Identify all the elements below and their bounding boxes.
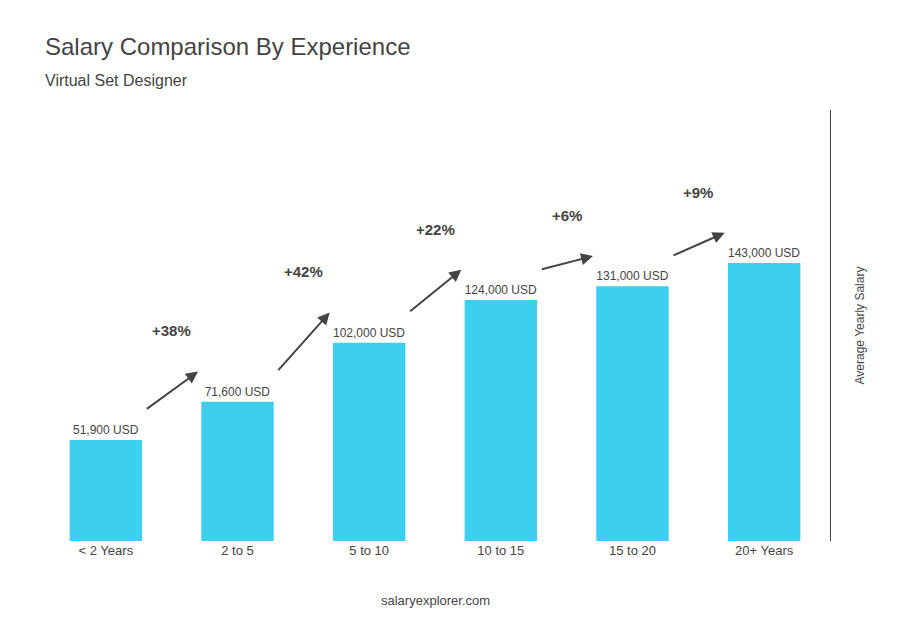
svg-text:+6%: +6%	[552, 207, 582, 224]
svg-text:20+ Years: 20+ Years	[735, 543, 794, 558]
svg-text:15 to 20: 15 to 20	[609, 543, 656, 558]
svg-text:51,900 USD: 51,900 USD	[73, 423, 139, 437]
svg-text:5 to 10: 5 to 10	[349, 543, 389, 558]
svg-text:10 to 15: 10 to 15	[477, 543, 524, 558]
svg-text:Virtual Set Designer: Virtual Set Designer	[45, 72, 188, 89]
svg-text:143,000 USD: 143,000 USD	[728, 246, 800, 260]
svg-text:2 to 5: 2 to 5	[221, 543, 254, 558]
svg-text:124,000 USD: 124,000 USD	[465, 283, 537, 297]
svg-text:71,600 USD: 71,600 USD	[205, 385, 271, 399]
svg-text:+38%: +38%	[152, 322, 191, 339]
svg-text:131,000 USD: 131,000 USD	[596, 269, 668, 283]
svg-text:+42%: +42%	[284, 263, 323, 280]
svg-text:salaryexplorer.com: salaryexplorer.com	[381, 593, 490, 608]
svg-text:Average Yearly Salary: Average Yearly Salary	[853, 267, 867, 385]
svg-text:< 2 Years: < 2 Years	[79, 543, 134, 558]
svg-text:+9%: +9%	[683, 184, 713, 201]
svg-text:102,000 USD: 102,000 USD	[333, 326, 405, 340]
svg-text:+22%: +22%	[416, 221, 455, 238]
svg-text:Salary Comparison By Experienc: Salary Comparison By Experience	[45, 33, 411, 60]
